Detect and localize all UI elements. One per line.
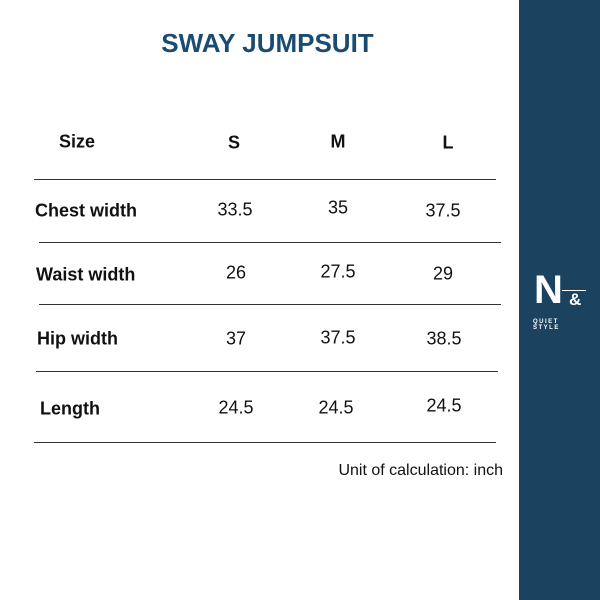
cell: 26 [225, 262, 247, 283]
cell: 37.5 [425, 200, 461, 221]
cell: 38.5 [426, 328, 462, 349]
divider [39, 242, 501, 243]
unit-note: Unit of calculation: inch [338, 462, 503, 479]
cell: 29 [432, 263, 454, 284]
divider [36, 371, 498, 372]
divider [34, 442, 496, 443]
cell: 35 [327, 197, 349, 218]
row-label: Length [40, 398, 100, 419]
row-label: Waist width [36, 264, 136, 285]
cell: 37 [225, 328, 247, 349]
header-m: M [330, 131, 346, 152]
cell: 27.5 [320, 261, 356, 282]
size-header: Size [59, 131, 96, 152]
cell: 33.5 [217, 199, 253, 220]
cell: 24.5 [426, 395, 462, 416]
brand-sidebar [519, 0, 600, 600]
row-label: Chest width [35, 200, 137, 221]
page-title: SWAY JUMPSUIT [161, 28, 374, 58]
row-label: Hip width [37, 328, 118, 349]
header-l: L [442, 132, 454, 153]
cell: 24.5 [218, 397, 254, 418]
divider [34, 179, 496, 180]
brand-logo: N & QUIET STYLE [532, 268, 588, 331]
cell: 24.5 [318, 397, 354, 418]
cell: 37.5 [320, 327, 356, 348]
divider [39, 304, 501, 305]
header-s: S [227, 132, 241, 153]
brand-tagline: QUIET STYLE [533, 319, 560, 331]
